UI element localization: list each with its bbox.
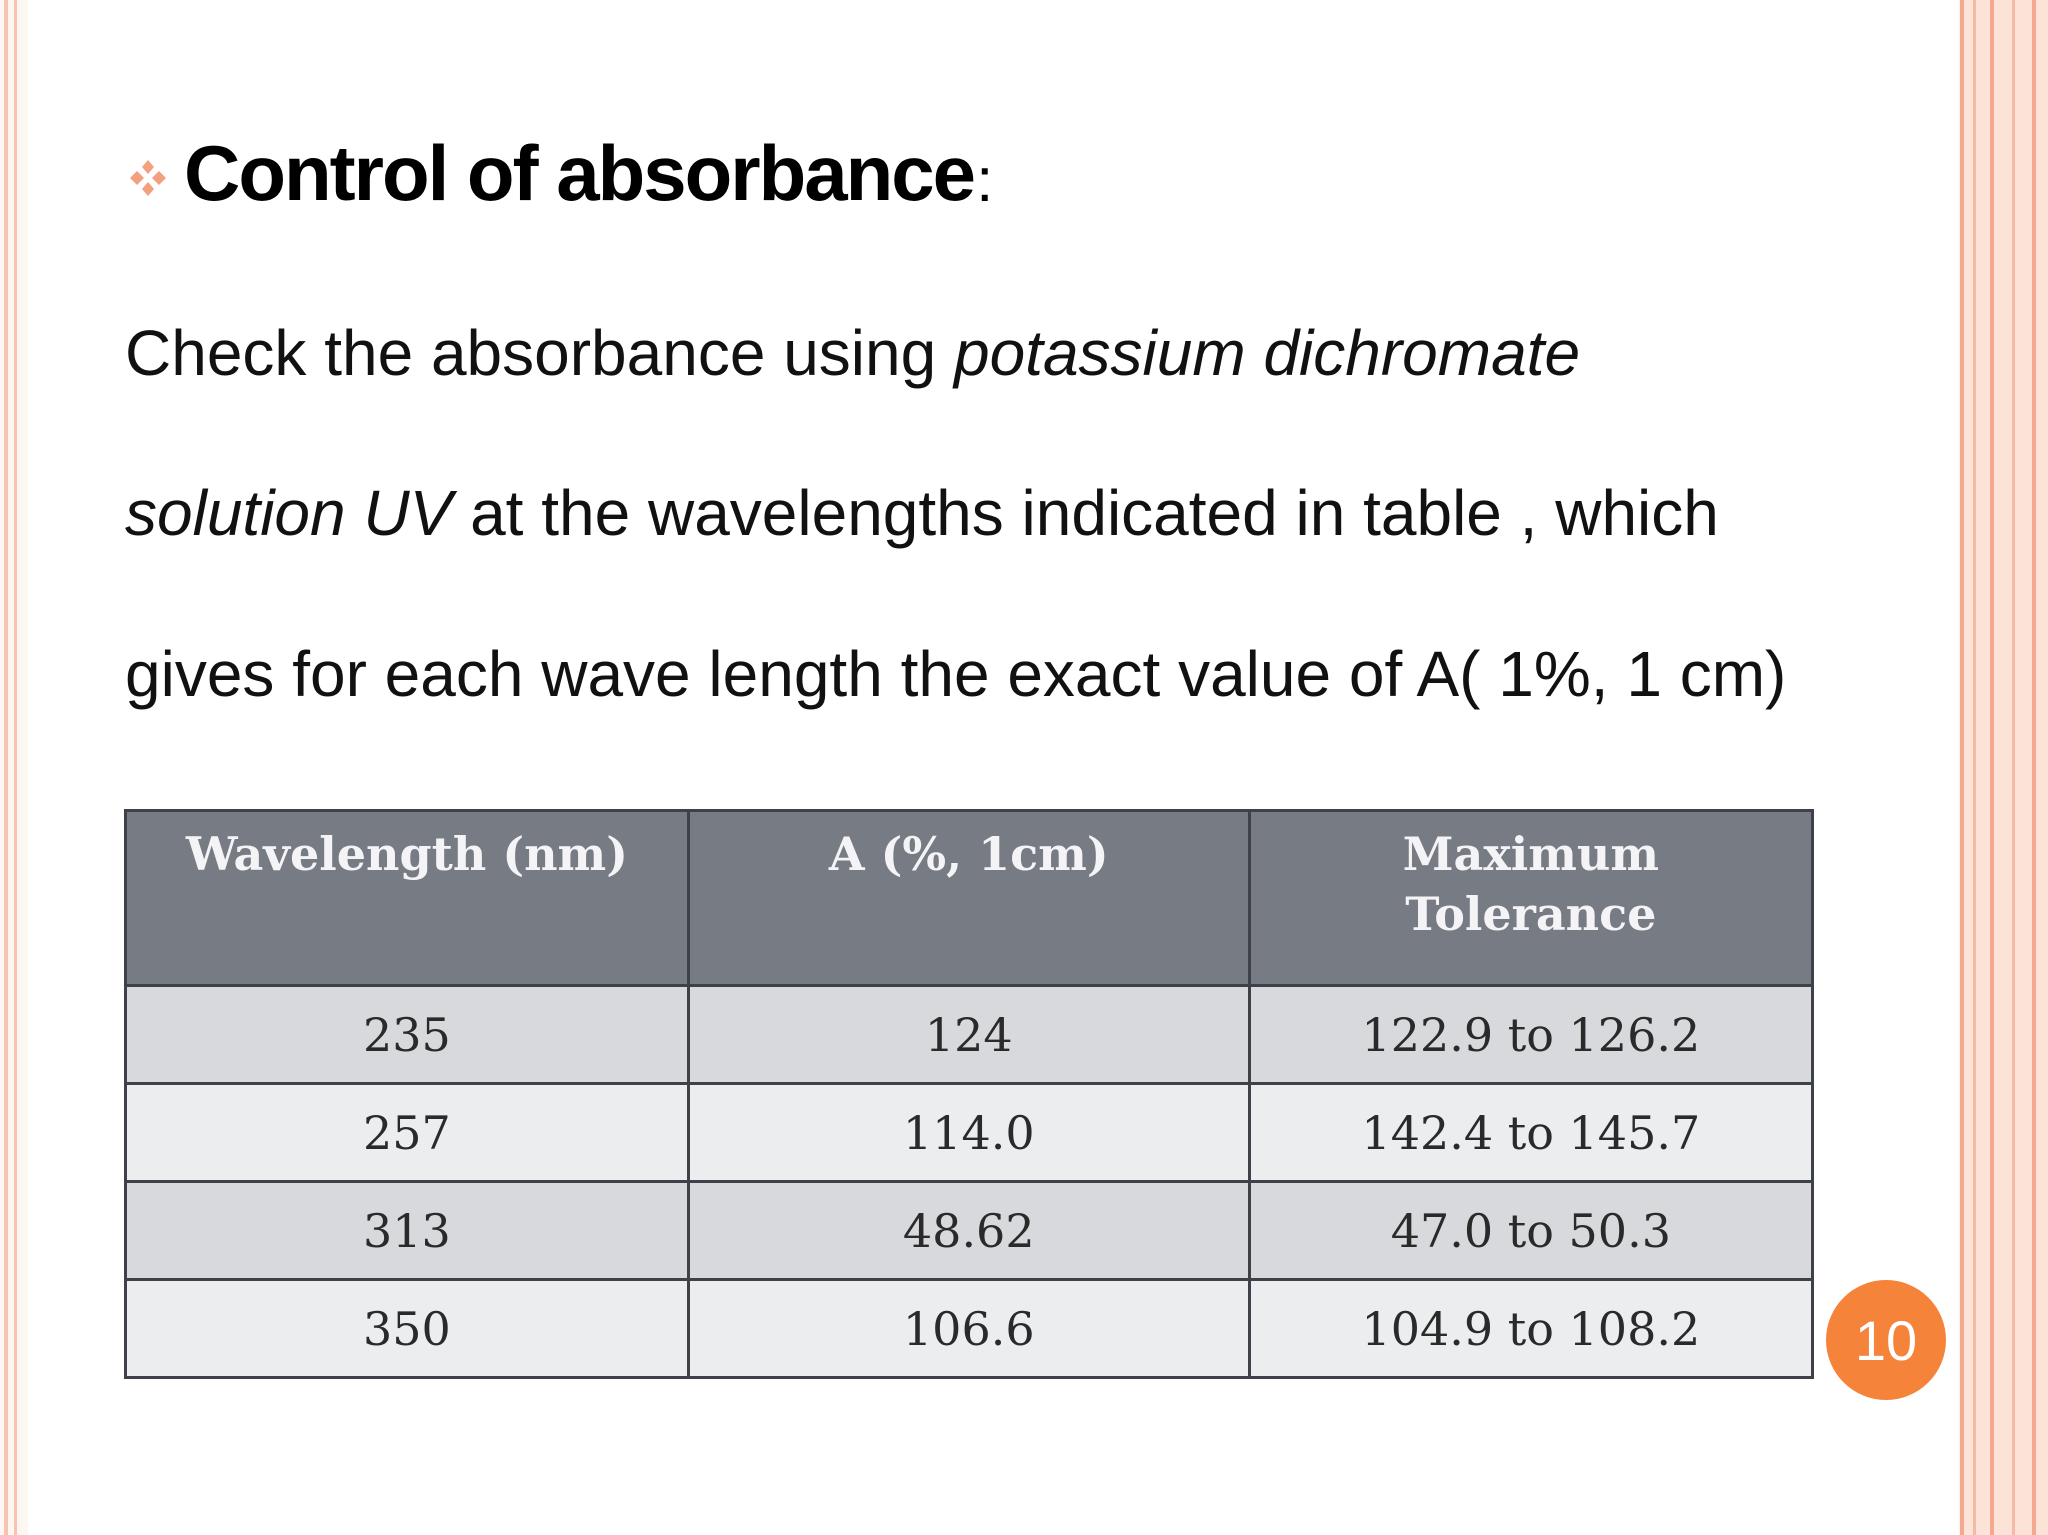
cell-wavelength: 313 xyxy=(124,1180,690,1281)
body-line-2-italic: solution UV xyxy=(125,477,453,549)
header-tolerance-line-1: Maximum xyxy=(1402,827,1660,881)
table-row: 313 48.62 47.0 to 50.3 xyxy=(124,1180,1815,1281)
cell-absorbance: 48.62 xyxy=(686,1180,1251,1281)
table-row: 350 106.6 104.9 to 108.2 xyxy=(124,1278,1815,1379)
body-line-3-text: gives for each wave length the exact val… xyxy=(125,638,1787,710)
left-decorative-stripe xyxy=(14,0,17,1535)
page-number-badge: 10 xyxy=(1826,1280,1946,1400)
absorbance-table-container: Wavelength (nm) A (%, 1cm) Maximum Toler… xyxy=(124,809,1815,1379)
header-wavelength: Wavelength (nm) xyxy=(124,809,690,987)
slide-title: Control of absorbance xyxy=(184,128,976,217)
cell-tolerance: 104.9 to 108.2 xyxy=(1247,1278,1815,1379)
body-line-1-italic: potassium dichromate xyxy=(953,317,1581,389)
right-decorative-line xyxy=(1960,0,1964,1535)
diamond-cluster-bullet-icon xyxy=(130,160,166,196)
cell-tolerance: 47.0 to 50.3 xyxy=(1247,1180,1815,1281)
right-decorative-line xyxy=(1973,0,1976,1535)
table-row: 235 124 122.9 to 126.2 xyxy=(124,984,1815,1085)
right-decorative-line xyxy=(2032,0,2036,1535)
title-row: Control of absorbance : xyxy=(128,118,993,228)
cell-wavelength: 235 xyxy=(124,984,690,1085)
header-tolerance-line-2: Tolerance xyxy=(1405,887,1657,941)
body-line-3: gives for each wave length the exact val… xyxy=(125,637,1786,711)
left-decorative-stripe xyxy=(4,0,8,1535)
absorbance-table: Wavelength (nm) A (%, 1cm) Maximum Toler… xyxy=(124,809,1815,1379)
body-line-1: Check the absorbance using potassium dic… xyxy=(125,316,1580,390)
page-number: 10 xyxy=(1854,1308,1918,1372)
body-line-2-text: at the wavelengths indicated in table , … xyxy=(452,477,1719,549)
cell-wavelength: 257 xyxy=(124,1082,690,1183)
table-row: 257 114.0 142.4 to 145.7 xyxy=(124,1082,1815,1183)
body-line-1-text: Check the absorbance using xyxy=(125,317,954,389)
body-line-2: solution UV at the wavelengths indicated… xyxy=(125,476,1719,550)
slide-title-colon: : xyxy=(976,145,994,215)
cell-absorbance: 114.0 xyxy=(686,1082,1251,1183)
cell-absorbance: 124 xyxy=(686,984,1251,1085)
right-decorative-line xyxy=(1990,0,1994,1535)
cell-tolerance: 122.9 to 126.2 xyxy=(1247,984,1815,1085)
right-decorative-line xyxy=(2012,0,2015,1535)
cell-absorbance: 106.6 xyxy=(686,1278,1251,1379)
cell-wavelength: 350 xyxy=(124,1278,690,1379)
header-absorbance: A (%, 1cm) xyxy=(686,809,1251,987)
cell-tolerance: 142.4 to 145.7 xyxy=(1247,1082,1815,1183)
header-tolerance: Maximum Tolerance xyxy=(1247,809,1815,987)
table-header-row: Wavelength (nm) A (%, 1cm) Maximum Toler… xyxy=(124,809,1815,987)
